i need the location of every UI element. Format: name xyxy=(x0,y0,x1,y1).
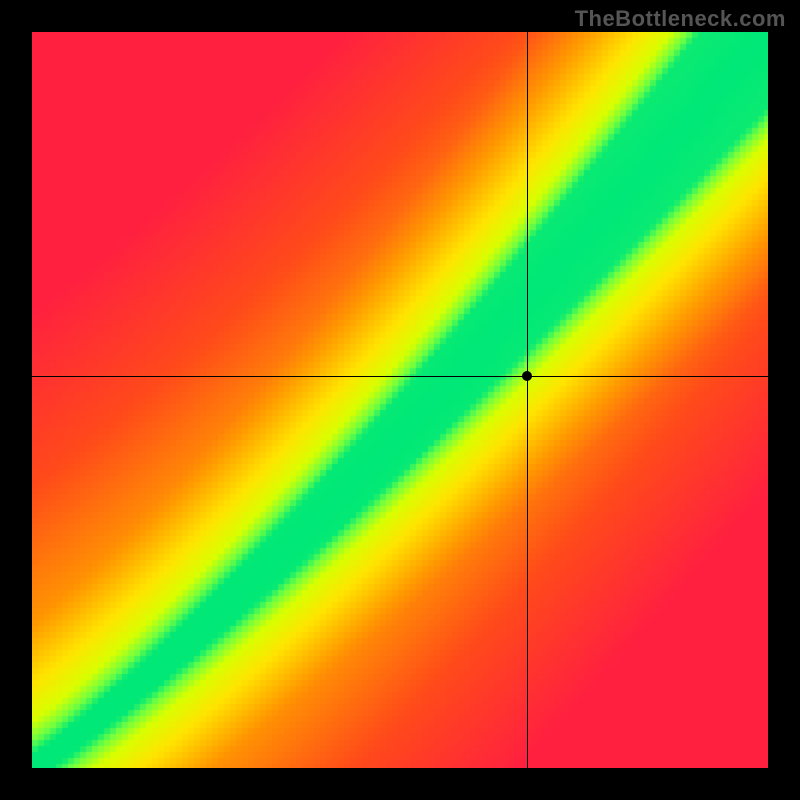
heatmap-canvas xyxy=(32,32,768,768)
watermark-text: TheBottleneck.com xyxy=(575,6,786,32)
crosshair-horizontal xyxy=(32,376,768,377)
crosshair-vertical xyxy=(527,32,528,768)
heatmap-plot xyxy=(32,32,768,768)
crosshair-marker xyxy=(522,371,532,381)
